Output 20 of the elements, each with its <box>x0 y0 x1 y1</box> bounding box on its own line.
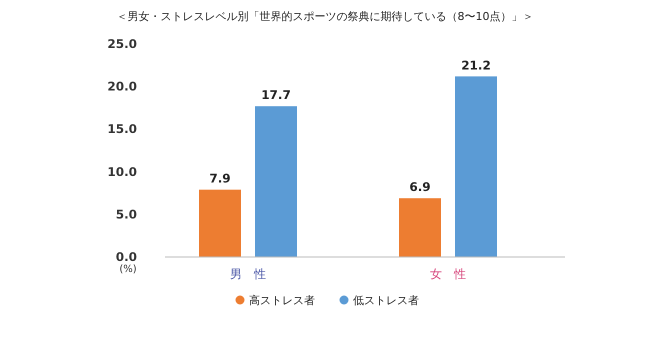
bar <box>399 198 441 257</box>
y-axis-title: (%) <box>119 264 137 275</box>
x-tick-label: 女 性 <box>430 267 466 281</box>
data-label: 7.9 <box>209 172 231 186</box>
bar <box>199 190 241 257</box>
legend-label: 低ストレス者 <box>353 294 419 307</box>
y-tick-label: 20.0 <box>107 80 137 94</box>
y-tick-label: 25.0 <box>107 37 137 51</box>
y-tick-label: 5.0 <box>116 207 137 222</box>
y-tick-label: 15.0 <box>107 122 137 136</box>
data-label: 6.9 <box>409 180 431 194</box>
data-label: 21.2 <box>461 58 491 72</box>
x-tick-label: 男 性 <box>230 267 266 281</box>
y-tick-label: 10.0 <box>107 164 137 179</box>
bar <box>255 106 297 257</box>
data-label: 17.7 <box>261 88 291 102</box>
y-tick-label: 0.0 <box>116 250 137 264</box>
chart-title: ＜男女・ストレスレベル別「世界的スポーツの祭典に期待している（8〜10点）」＞ <box>116 10 534 23</box>
bar <box>455 76 497 257</box>
legend-label: 高ストレス者 <box>249 294 315 307</box>
